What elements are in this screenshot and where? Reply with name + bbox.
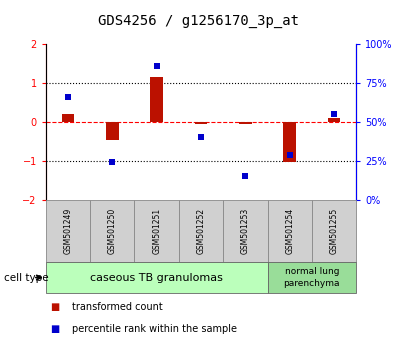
Bar xyxy=(223,200,267,262)
Text: ■: ■ xyxy=(50,324,59,333)
Bar xyxy=(150,78,163,122)
Text: cell type: cell type xyxy=(4,273,49,282)
Text: percentile rank within the sample: percentile rank within the sample xyxy=(72,324,237,333)
Bar xyxy=(312,200,356,262)
Bar xyxy=(195,122,207,124)
Text: GSM501254: GSM501254 xyxy=(285,208,294,254)
Text: GSM501255: GSM501255 xyxy=(330,208,339,254)
Text: caseous TB granulomas: caseous TB granulomas xyxy=(90,273,223,282)
Bar xyxy=(62,114,74,122)
Text: GSM501253: GSM501253 xyxy=(241,208,250,254)
Text: GSM501249: GSM501249 xyxy=(63,208,72,254)
Bar xyxy=(179,200,223,262)
Text: GSM501252: GSM501252 xyxy=(197,208,205,254)
Text: transformed count: transformed count xyxy=(72,302,162,312)
Bar xyxy=(267,200,312,262)
Bar xyxy=(267,262,356,293)
Text: GSM501250: GSM501250 xyxy=(108,208,117,254)
Bar xyxy=(90,200,135,262)
Bar xyxy=(46,262,267,293)
Bar xyxy=(239,122,252,124)
Bar xyxy=(283,122,296,162)
Text: normal lung
parenchyma: normal lung parenchyma xyxy=(284,268,340,287)
Text: GDS4256 / g1256170_3p_at: GDS4256 / g1256170_3p_at xyxy=(98,14,300,28)
Bar xyxy=(328,118,340,122)
Bar xyxy=(135,200,179,262)
Bar xyxy=(106,122,119,139)
Text: ■: ■ xyxy=(50,302,59,312)
Bar xyxy=(46,200,90,262)
Text: GSM501251: GSM501251 xyxy=(152,208,161,254)
